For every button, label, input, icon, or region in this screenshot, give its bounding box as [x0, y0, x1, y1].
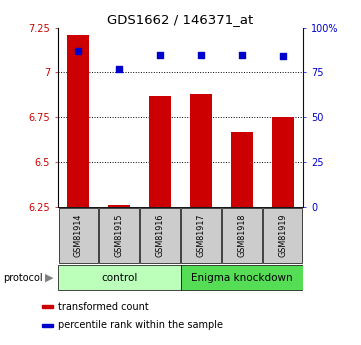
Text: GSM81917: GSM81917 — [196, 214, 205, 257]
Point — [280, 53, 286, 59]
Point — [116, 66, 122, 72]
Text: protocol: protocol — [4, 273, 43, 283]
Bar — [181, 208, 221, 263]
Bar — [67, 35, 90, 207]
Text: GSM81915: GSM81915 — [115, 214, 123, 257]
Bar — [100, 208, 139, 263]
Bar — [222, 208, 261, 263]
Bar — [140, 208, 180, 263]
Text: GSM81916: GSM81916 — [156, 214, 165, 257]
Bar — [271, 117, 294, 207]
Bar — [190, 94, 212, 207]
Bar — [58, 265, 180, 290]
Text: GSM81914: GSM81914 — [74, 214, 83, 257]
Bar — [231, 132, 253, 207]
Bar — [42, 305, 53, 308]
Point — [239, 52, 245, 57]
Text: transformed count: transformed count — [58, 302, 149, 312]
Bar — [108, 205, 130, 207]
Text: Enigma knockdown: Enigma knockdown — [191, 273, 293, 283]
Point — [198, 52, 204, 57]
Bar — [58, 208, 98, 263]
Bar — [180, 265, 303, 290]
Text: ▶: ▶ — [44, 273, 53, 283]
Point — [75, 48, 81, 54]
Bar — [149, 96, 171, 207]
Text: GSM81919: GSM81919 — [278, 214, 287, 257]
Bar — [263, 208, 303, 263]
Point — [157, 52, 163, 57]
Text: control: control — [101, 273, 137, 283]
Text: percentile rank within the sample: percentile rank within the sample — [58, 321, 223, 331]
Text: GSM81918: GSM81918 — [238, 214, 246, 257]
Title: GDS1662 / 146371_at: GDS1662 / 146371_at — [107, 13, 254, 27]
Bar — [42, 324, 53, 327]
